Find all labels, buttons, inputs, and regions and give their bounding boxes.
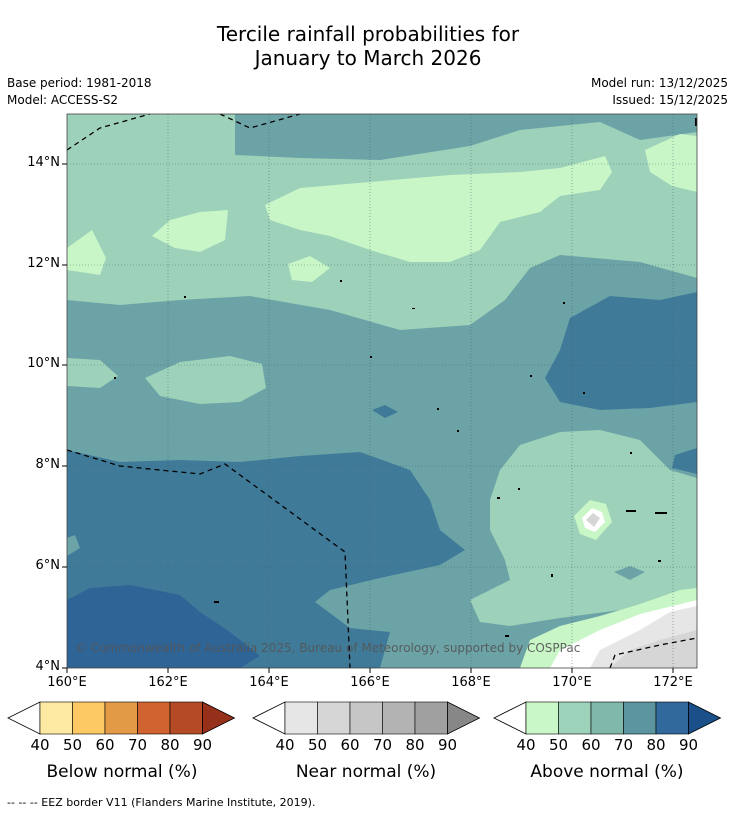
map-frame xyxy=(66,113,698,669)
colorbar-segment xyxy=(317,701,351,735)
colorbar-tick-label: 60 xyxy=(340,736,360,754)
region-50-a xyxy=(265,156,612,262)
region-80-east xyxy=(545,292,697,410)
colorbar-tick-label: 40 xyxy=(516,736,536,754)
base-period: Base period: 1981-2018 xyxy=(7,76,152,90)
lon-label-162e: 162°E xyxy=(148,675,188,690)
region-70-se-patch xyxy=(614,566,645,580)
colorbar-near-normal xyxy=(252,701,481,735)
region-50-d xyxy=(288,256,330,282)
colorbar-extend-low xyxy=(252,701,286,735)
meta-left: Base period: 1981-2018 Model: ACCESS-S2 xyxy=(7,75,152,109)
colorbar-extend-low xyxy=(7,701,41,735)
colorbar-segment xyxy=(655,701,689,735)
colorbar-tick-label: 60 xyxy=(581,736,601,754)
colorbar-label-above: Above normal (%) xyxy=(530,762,684,782)
islands xyxy=(114,118,697,637)
colorbar-segment xyxy=(590,701,624,735)
colorbar-extend-high xyxy=(447,701,481,735)
lon-label-168e: 168°E xyxy=(451,675,491,690)
lon-label-166e: 166°E xyxy=(350,675,390,690)
colorbar-segment xyxy=(72,701,106,735)
title-line-1: Tercile rainfall probabilities for xyxy=(216,22,520,46)
model-run: Model run: 13/12/2025 xyxy=(590,76,728,90)
colorbar-tick-label: 70 xyxy=(372,736,393,754)
region-50-c xyxy=(67,230,106,275)
colorbar-segment xyxy=(382,701,416,735)
colorbar-segment xyxy=(39,701,73,735)
colorbar-tick-label: 50 xyxy=(62,736,83,754)
title-line-2: January to March 2026 xyxy=(254,46,482,70)
colorbar-tick-label: 40 xyxy=(30,736,50,754)
colorbar-segment xyxy=(104,701,138,735)
copyright-notice: © Commonwealth of Australia 2025, Bureau… xyxy=(75,641,581,655)
colorbar-tick-label: 70 xyxy=(127,736,148,754)
eez-borders xyxy=(67,114,697,668)
meta-right: Model run: 13/12/2025 Issued: 15/12/2025 xyxy=(591,75,728,109)
lat-label-8n: 8°N xyxy=(35,457,61,472)
colorbar-extend-high xyxy=(202,701,236,735)
map-field xyxy=(67,114,697,668)
lon-label-172e: 172°E xyxy=(653,675,693,690)
colorbar-below-normal xyxy=(7,701,236,735)
colorbar-tick-label: 50 xyxy=(307,736,328,754)
region-80-east-b xyxy=(672,448,697,474)
colorbar-tick-label: 90 xyxy=(678,736,699,754)
colorbar-label-below: Below normal (%) xyxy=(46,762,198,782)
lat-label-4n: 4°N xyxy=(35,659,61,674)
chart-title: Tercile rainfall probabilities for Janua… xyxy=(0,22,736,70)
issued-date: Issued: 15/12/2025 xyxy=(612,93,728,107)
colorbar-segment xyxy=(558,701,592,735)
lon-label-170e: 170°E xyxy=(552,675,592,690)
region-near-spot xyxy=(586,513,600,527)
region-90-southwest xyxy=(67,585,260,668)
colorbar-label-near: Near normal (%) xyxy=(295,762,437,782)
axis-ticks xyxy=(62,163,674,673)
colorbar-tick-label: 80 xyxy=(405,736,425,754)
colorbar-tick-label: 70 xyxy=(613,736,634,754)
region-70-west-notch xyxy=(67,535,80,556)
lat-label-14n: 14°N xyxy=(27,155,60,170)
lat-label-12n: 12°N xyxy=(27,256,60,271)
colorbar-above-normal xyxy=(493,701,722,735)
region-60-mid xyxy=(145,356,266,404)
colorbar-tick-label: 60 xyxy=(95,736,115,754)
colorbar-segment xyxy=(169,701,203,735)
region-60-west xyxy=(67,358,118,388)
colorbar-tick-label: 80 xyxy=(646,736,666,754)
region-top-70 xyxy=(67,114,697,152)
colorbar-extend-low xyxy=(493,701,527,735)
colorbar-segment xyxy=(284,701,318,735)
lat-label-6n: 6°N xyxy=(35,558,61,573)
region-50-e xyxy=(645,134,697,192)
colorbar-segment xyxy=(349,701,383,735)
colorbar-tick-label: 40 xyxy=(275,736,295,754)
region-50-b xyxy=(152,210,228,252)
colorbar-segment xyxy=(414,701,448,735)
graticule xyxy=(67,114,697,668)
colorbar-segment xyxy=(137,701,171,735)
region-80-islet xyxy=(372,405,398,418)
colorbar-segment xyxy=(525,701,559,735)
colorbar-tick-label: 80 xyxy=(160,736,180,754)
colorbar-tick-label: 50 xyxy=(548,736,569,754)
colorbar-segment xyxy=(623,701,657,735)
lat-label-10n: 10°N xyxy=(27,356,60,371)
colorbar-tick-label: 90 xyxy=(437,736,458,754)
eez-footnote: -- -- -- EEZ border V11 (Flanders Marine… xyxy=(7,796,316,809)
colorbar-extend-high xyxy=(688,701,722,735)
colorbar-tick-label: 90 xyxy=(192,736,213,754)
region-near-60 xyxy=(610,630,697,668)
lon-label-160e: 160°E xyxy=(47,675,87,690)
model-name: Model: ACCESS-S2 xyxy=(7,93,119,107)
lon-label-164e: 164°E xyxy=(249,675,289,690)
